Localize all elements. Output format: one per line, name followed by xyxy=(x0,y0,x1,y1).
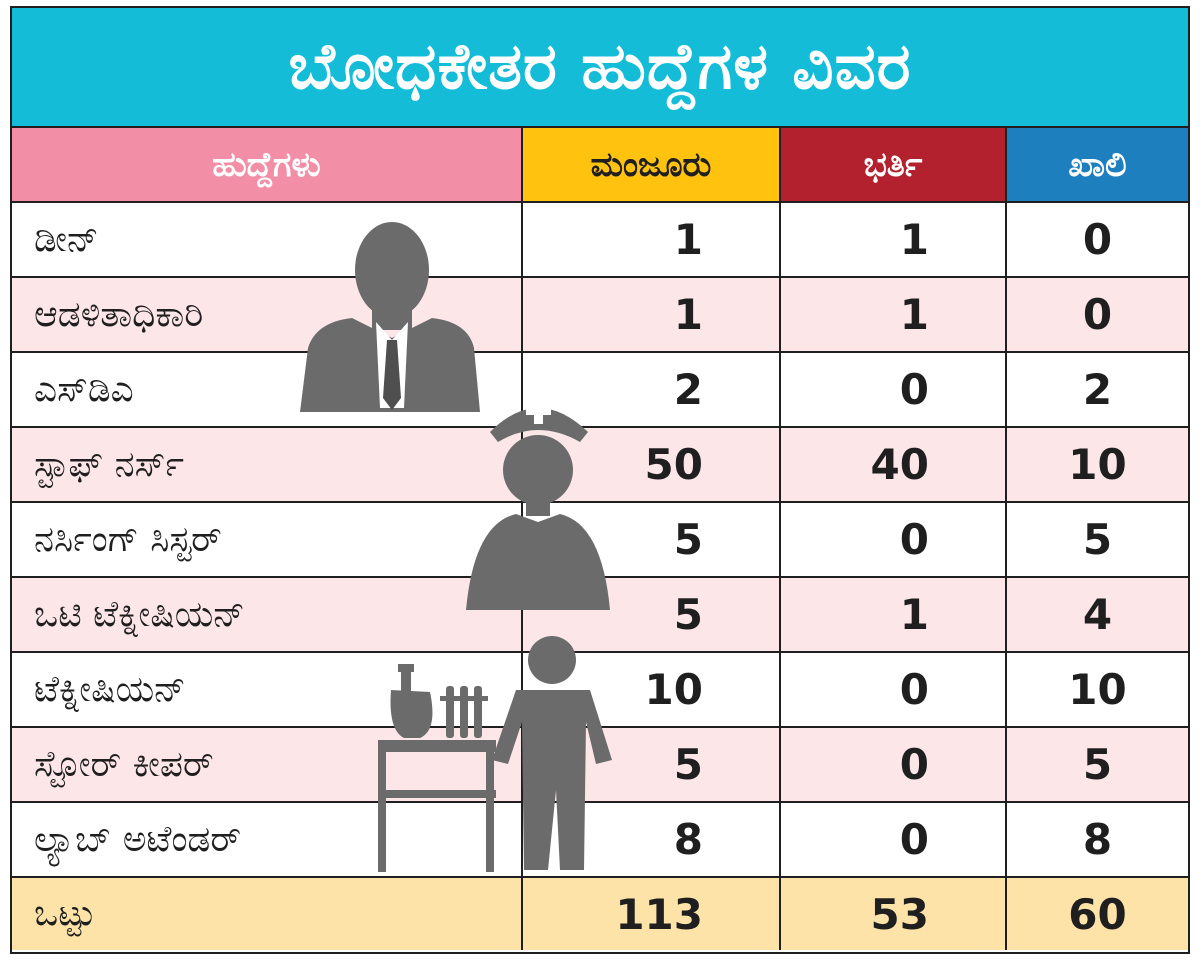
title-banner: ಬೋಧಕೇತರ ಹುದ್ದೆಗಳ ವಿವರ xyxy=(12,8,1188,128)
vacancy-table: ಹುದ್ದೆಗಳು ಮಂಜೂರು ಭರ್ತಿ ಖಾಲಿ ಡೀನ್ 1 1 0 ಆ… xyxy=(12,128,1188,950)
sanctioned-value: 1 xyxy=(521,201,781,278)
filled-value: 0 xyxy=(779,501,1007,578)
sanctioned-value: 8 xyxy=(521,801,781,878)
table-row: ಸ್ಟಾಫ್ ನರ್ಸ್ 50 40 10 xyxy=(12,426,1188,503)
vacant-value: 10 xyxy=(1005,651,1188,728)
total-row: ಒಟ್ಟು 113 53 60 xyxy=(12,876,1188,950)
header-row: ಹುದ್ದೆಗಳು ಮಂಜೂರು ಭರ್ತಿ ಖಾಲಿ xyxy=(12,128,1188,203)
table-row: ನರ್ಸಿಂಗ್ ಸಿಸ್ಟರ್ 5 0 5 xyxy=(12,501,1188,578)
filled-value: 40 xyxy=(779,426,1007,503)
post-name: ಒಟಿ ಟೆಕ್ನೀಷಿಯನ್ xyxy=(12,576,523,653)
post-name: ಎಸ್‌ಡಿಎ xyxy=(12,351,523,428)
post-name: ಆಡಳಿತಾಧಿಕಾರಿ xyxy=(12,276,523,353)
table-row: ಎಸ್‌ಡಿಎ 2 0 2 xyxy=(12,351,1188,428)
vacant-value: 2 xyxy=(1005,351,1188,428)
table-row: ಡೀನ್ 1 1 0 xyxy=(12,201,1188,278)
header-sanctioned: ಮಂಜೂರು xyxy=(521,128,781,203)
filled-value: 1 xyxy=(779,576,1007,653)
table-row: ಆಡಳಿತಾಧಿಕಾರಿ 1 1 0 xyxy=(12,276,1188,353)
header-posts: ಹುದ್ದೆಗಳು xyxy=(12,128,523,203)
post-name: ನರ್ಸಿಂಗ್ ಸಿಸ್ಟರ್ xyxy=(12,501,523,578)
header-filled: ಭರ್ತಿ xyxy=(779,128,1007,203)
filled-value: 0 xyxy=(779,801,1007,878)
vacant-value: 5 xyxy=(1005,726,1188,803)
filled-value: 0 xyxy=(779,351,1007,428)
filled-value: 0 xyxy=(779,726,1007,803)
post-name: ಸ್ಟಾಫ್ ನರ್ಸ್ xyxy=(12,426,523,503)
sanctioned-value: 1 xyxy=(521,276,781,353)
vacant-value: 5 xyxy=(1005,501,1188,578)
total-filled: 53 xyxy=(779,876,1007,950)
vacant-value: 4 xyxy=(1005,576,1188,653)
infographic-frame: ಬೋಧಕೇತರ ಹುದ್ದೆಗಳ ವಿವರ ಹುದ್ದೆಗಳು ಮಂಜೂರು ಭ… xyxy=(10,6,1190,954)
total-sanctioned: 113 xyxy=(521,876,781,950)
vacant-value: 0 xyxy=(1005,276,1188,353)
filled-value: 0 xyxy=(779,651,1007,728)
total-label: ಒಟ್ಟು xyxy=(12,876,523,950)
header-vacant: ಖಾಲಿ xyxy=(1005,128,1188,203)
filled-value: 1 xyxy=(779,201,1007,278)
table-row: ಲ್ಯಾಬ್ ಅಟೆಂಡರ್ 8 0 8 xyxy=(12,801,1188,878)
sanctioned-value: 5 xyxy=(521,726,781,803)
sanctioned-value: 10 xyxy=(521,651,781,728)
page-title: ಬೋಧಕೇತರ ಹುದ್ದೆಗಳ ವಿವರ xyxy=(288,30,912,104)
sanctioned-value: 50 xyxy=(521,426,781,503)
sanctioned-value: 5 xyxy=(521,501,781,578)
table-row: ಸ್ಟೋರ್ ಕೀಪರ್ 5 0 5 xyxy=(12,726,1188,803)
vacant-value: 8 xyxy=(1005,801,1188,878)
total-vacant: 60 xyxy=(1005,876,1188,950)
filled-value: 1 xyxy=(779,276,1007,353)
sanctioned-value: 2 xyxy=(521,351,781,428)
post-name: ಸ್ಟೋರ್ ಕೀಪರ್ xyxy=(12,726,523,803)
post-name: ಲ್ಯಾಬ್ ಅಟೆಂಡರ್ xyxy=(12,801,523,878)
post-name: ಟೆಕ್ನೀಷಿಯನ್ xyxy=(12,651,523,728)
table-row: ಒಟಿ ಟೆಕ್ನೀಷಿಯನ್ 5 1 4 xyxy=(12,576,1188,653)
sanctioned-value: 5 xyxy=(521,576,781,653)
vacant-value: 0 xyxy=(1005,201,1188,278)
vacant-value: 10 xyxy=(1005,426,1188,503)
table-row: ಟೆಕ್ನೀಷಿಯನ್ 10 0 10 xyxy=(12,651,1188,728)
post-name: ಡೀನ್ xyxy=(12,201,523,278)
